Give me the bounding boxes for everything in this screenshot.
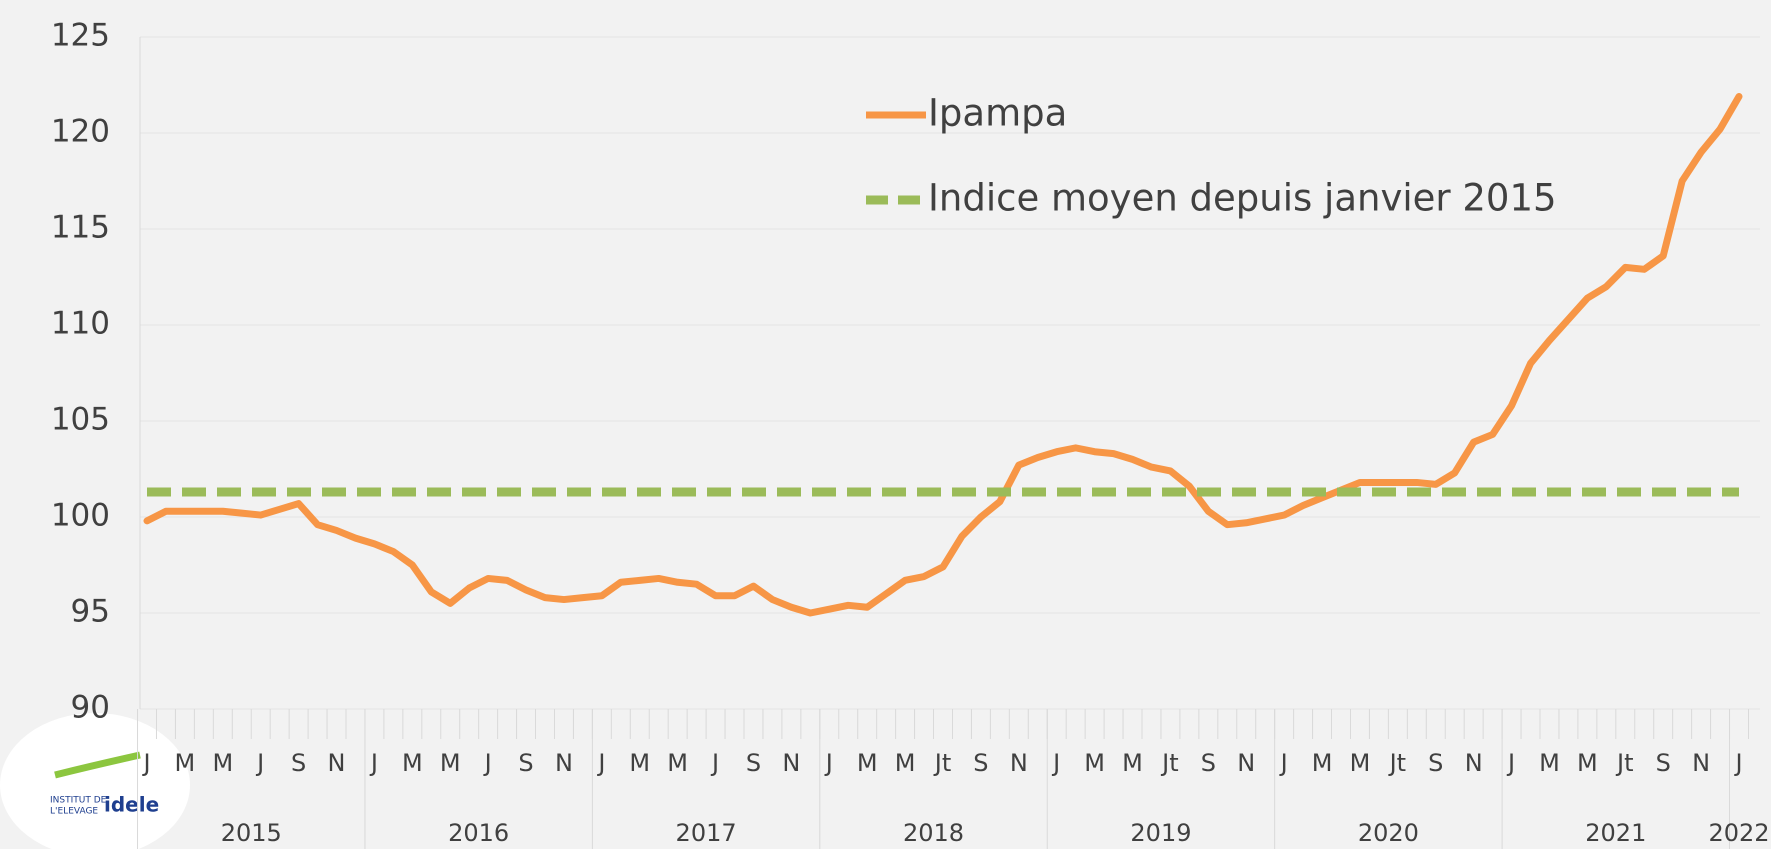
x-tick-label: S	[518, 749, 533, 777]
x-tick-label: J	[141, 749, 150, 777]
x-tick-label: J	[483, 749, 492, 777]
x-tick-label: S	[973, 749, 988, 777]
logo-text: INSTITUT DE	[50, 796, 107, 806]
x-tick-label: J	[710, 749, 719, 777]
x-tick-label: N	[1692, 749, 1710, 777]
x-tick-label: J	[1506, 749, 1515, 777]
x-tick-label: N	[782, 749, 800, 777]
logo-text: L'ELEVAGE	[50, 807, 98, 817]
year-label: 2015	[221, 819, 282, 847]
x-tick-label: M	[629, 749, 650, 777]
logo-shape	[0, 713, 190, 849]
year-label: 2017	[676, 819, 737, 847]
y-tick-label: 125	[51, 18, 110, 54]
x-tick-label: J	[1051, 749, 1060, 777]
x-tick-label: J	[1733, 749, 1742, 777]
year-label: 2018	[903, 819, 964, 847]
legend-label: Indice moyen depuis janvier 2015	[928, 177, 1557, 220]
year-label: 2019	[1130, 819, 1191, 847]
x-tick-label: S	[1656, 749, 1671, 777]
x-tick-label: M	[667, 749, 688, 777]
x-tick-label: N	[555, 749, 573, 777]
x-tick-label: S	[746, 749, 761, 777]
x-tick-label: J	[369, 749, 378, 777]
x-tick-label: M	[857, 749, 878, 777]
x-tick-label: Jt	[1388, 749, 1407, 777]
x-tick-label: N	[328, 749, 346, 777]
x-tick-label: N	[1237, 749, 1255, 777]
x-tick-label: J	[255, 749, 264, 777]
logo: INSTITUT DE L'ELEVAGE idele	[0, 713, 190, 849]
logo-swoosh	[54, 751, 141, 779]
x-tick-label: M	[440, 749, 461, 777]
x-tick-label: M	[1350, 749, 1371, 777]
y-tick-label: 120	[51, 114, 110, 150]
legend-label: Ipampa	[928, 92, 1067, 135]
x-tick-label: M	[402, 749, 423, 777]
y-tick-label: 100	[51, 498, 110, 534]
year-label: 2022	[1708, 819, 1769, 847]
series-line	[143, 93, 1743, 617]
y-tick-label: 115	[51, 210, 110, 246]
x-tick-label: Jt	[1615, 749, 1634, 777]
x-tick-label: J	[824, 749, 833, 777]
year-label: 2021	[1585, 819, 1646, 847]
x-tick-label: N	[1010, 749, 1028, 777]
x-tick-label: Jt	[933, 749, 952, 777]
x-tick-label: M	[212, 749, 233, 777]
x-tick-label: S	[291, 749, 306, 777]
x-tick-label: M	[1577, 749, 1598, 777]
x-tick-label: M	[1539, 749, 1560, 777]
y-tick-label: 95	[71, 594, 110, 630]
x-tick-label: S	[1201, 749, 1216, 777]
y-tick-label: 105	[51, 402, 110, 438]
x-tick-label: M	[175, 749, 196, 777]
year-label: 2016	[448, 819, 509, 847]
x-tick-label: Jt	[1160, 749, 1179, 777]
x-tick-label: N	[1465, 749, 1483, 777]
x-tick-label: S	[1428, 749, 1443, 777]
x-tick-label: M	[1084, 749, 1105, 777]
x-tick-label: J	[596, 749, 605, 777]
x-tick-label: J	[1279, 749, 1288, 777]
y-tick-label: 110	[51, 306, 110, 342]
year-label: 2020	[1358, 819, 1419, 847]
logo-brand: idele	[104, 793, 159, 817]
x-tick-label: M	[1122, 749, 1143, 777]
y-tick-label: 90	[71, 690, 110, 726]
x-tick-label: M	[895, 749, 916, 777]
x-tick-label: M	[1312, 749, 1333, 777]
